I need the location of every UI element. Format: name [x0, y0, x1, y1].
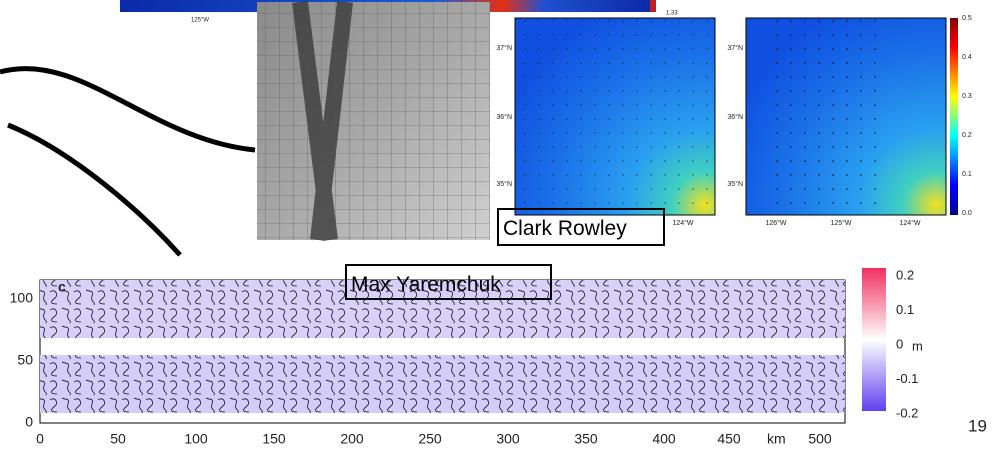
colorbar-tick: -0.2	[896, 405, 918, 420]
x-tick-label: 50	[110, 431, 126, 447]
x-tick-label: 250	[418, 431, 442, 447]
connector-curve	[7, 122, 182, 257]
lat-label: 35°N	[496, 180, 512, 188]
colorbar-tick: 0.5	[962, 15, 972, 22]
colorbar-tick: -0.1	[896, 371, 918, 386]
colorbar-tick: 0.4	[962, 54, 972, 61]
x-tick-label: 200	[340, 431, 364, 447]
connector-curve	[0, 66, 256, 153]
contours	[40, 355, 845, 413]
x-tick-label: 500	[808, 431, 832, 447]
name-box: Clark Rowley	[497, 208, 665, 246]
y-tick-label: 50	[17, 352, 33, 368]
y-tick-label: 100	[10, 290, 34, 306]
lat-label: 36°N	[496, 113, 512, 121]
colorbar-tick: 0.1	[896, 302, 914, 317]
colorbar-tick: 0	[896, 336, 903, 351]
x-tick-label: 300	[496, 431, 520, 447]
page-number: 19	[968, 416, 987, 435]
colorbar-tick: 0.2	[896, 267, 914, 282]
lat-label: 37°N	[496, 44, 512, 52]
lon-label: 124°W	[899, 219, 920, 227]
panel-label: c	[58, 279, 66, 295]
colorbar-tick: 0.0	[962, 210, 972, 217]
lat-label: 35°N	[727, 180, 743, 188]
colorbar-tick: 0.3	[962, 93, 972, 100]
top-colorbar	[650, 0, 656, 12]
map-stations	[770, 18, 880, 215]
colorbar	[950, 18, 958, 215]
tick-label: 125°W	[191, 18, 209, 24]
lat-label: 36°N	[727, 113, 743, 121]
map-stations	[515, 18, 715, 215]
x-tick-label: 450	[717, 431, 741, 447]
lon-label: 124°W	[672, 219, 693, 227]
x-unit: km	[767, 431, 786, 447]
name-box: Max Yaremchuk	[345, 264, 552, 300]
x-tick-label: 150	[262, 431, 286, 447]
x-tick-label: 350	[574, 431, 598, 447]
mesh-grid	[257, 2, 490, 240]
colorbar	[862, 268, 886, 411]
y-tick-label: 0	[25, 414, 33, 430]
colorbar-value: 1.33	[666, 11, 678, 17]
colorbar-tick: 0.1	[962, 171, 972, 178]
lon-label: 125°W	[830, 219, 851, 227]
x-tick-label: 0	[36, 431, 44, 447]
lon-label: 126°W	[765, 219, 786, 227]
lat-label: 37°N	[727, 44, 743, 52]
x-tick-label: 100	[184, 431, 208, 447]
contours	[40, 280, 845, 338]
colorbar-tick: 0.2	[962, 132, 972, 139]
x-tick-label: 400	[652, 431, 676, 447]
colorbar-unit: m	[912, 338, 923, 353]
